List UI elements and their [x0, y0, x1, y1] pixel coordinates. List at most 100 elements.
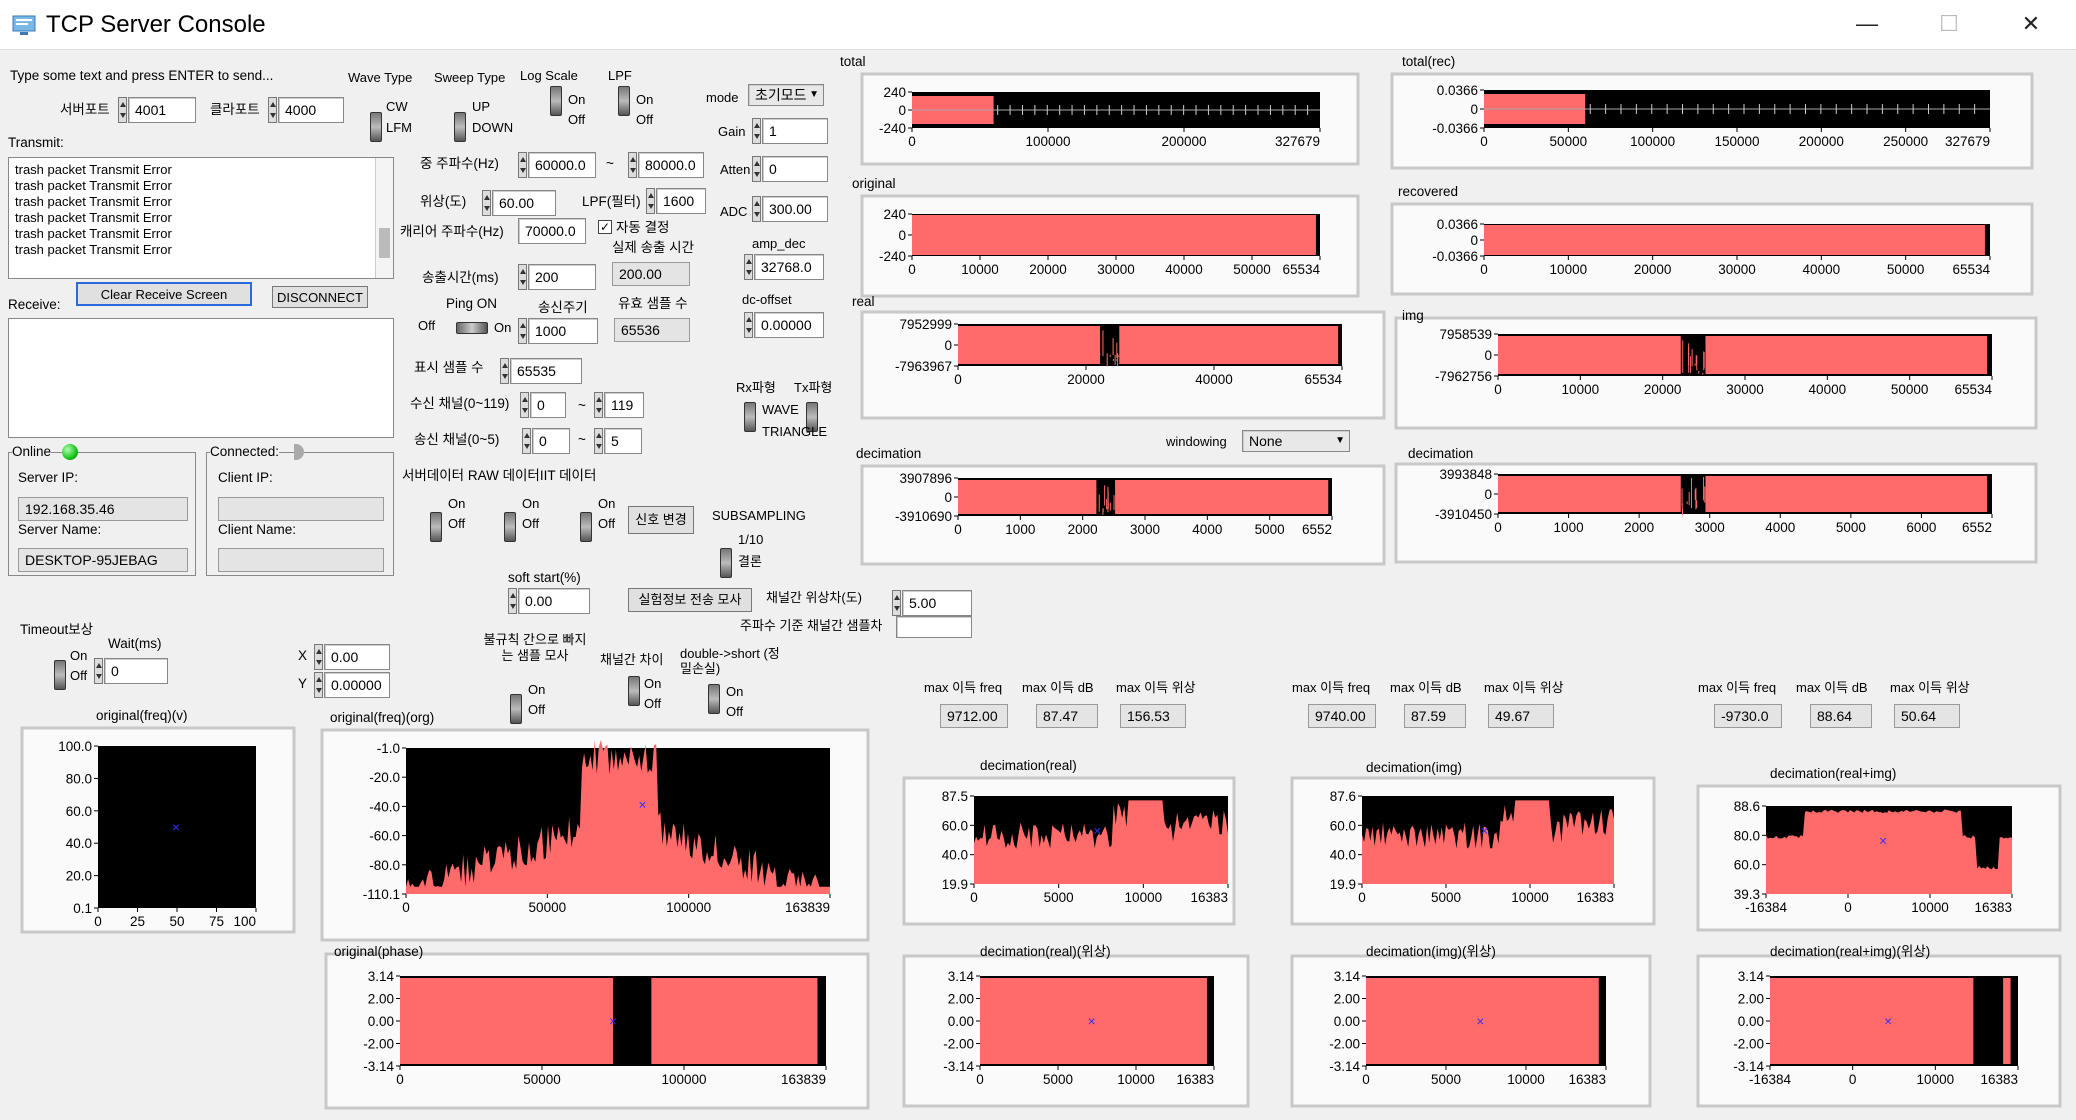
clear-receive-screen-button[interactable]: Clear Receive Screen [76, 282, 252, 306]
adc-spinner[interactable] [752, 196, 761, 222]
soft-start-input[interactable]: 0.00 [518, 588, 590, 614]
chart-title: decimation(img) [1366, 760, 1462, 775]
disconnect-button[interactable]: DISCONNECT [272, 286, 368, 308]
ping-toggle[interactable] [456, 322, 488, 334]
period-input[interactable]: 1000 [528, 318, 598, 344]
y-tick-label: 19.9 [1330, 877, 1356, 892]
amp-dec-spinner[interactable] [744, 254, 753, 280]
tx-ch-a-input[interactable]: 0 [532, 428, 570, 454]
client-name-label: Client Name: [218, 522, 297, 537]
display-samples-input[interactable]: 65535 [510, 358, 582, 384]
wait-spinner[interactable] [94, 658, 103, 684]
trace-fill [1498, 336, 1988, 374]
sweep-up-label: UP [472, 99, 491, 114]
freq-low-input[interactable]: 60000.0 [528, 152, 596, 178]
log-off-label: Off [568, 112, 586, 127]
rx-ch-a-spinner[interactable] [520, 392, 529, 418]
carrier-freq-input[interactable]: 70000.0 [518, 218, 586, 244]
period-spinner[interactable] [518, 318, 527, 344]
y-tick-label: -60.0 [369, 829, 400, 844]
lpf-filter-input[interactable]: 1600 [656, 188, 706, 214]
rx-ch-b-input[interactable]: 119 [604, 392, 644, 418]
server-port-input[interactable]: 4001 [128, 97, 196, 123]
rx-wave-toggle[interactable] [744, 402, 756, 432]
lpf-toggle[interactable] [618, 86, 630, 116]
x-tick-label: 2000 [1624, 520, 1654, 535]
xy-x-input[interactable]: 0.00 [324, 644, 390, 670]
dc-offset-input[interactable]: 0.00000 [754, 312, 824, 338]
phase-spinner[interactable] [482, 190, 491, 216]
emit-time-input[interactable]: 200 [528, 264, 596, 290]
phase-fill [1770, 978, 2011, 1064]
wave-type-toggle[interactable] [370, 112, 382, 142]
auto-checkbox[interactable]: ✓ [598, 220, 612, 234]
rx-ch-a-input[interactable]: 0 [530, 392, 566, 418]
freq-low-spinner[interactable] [518, 152, 527, 178]
double-short-toggle[interactable] [708, 684, 720, 714]
rx-ch-b-spinner[interactable] [594, 392, 603, 418]
xy-x-spinner[interactable] [314, 644, 323, 670]
transmit-textbox[interactable]: trash packet Transmit Error trash packet … [8, 157, 394, 279]
simulate-send-button[interactable]: 실험정보 전송 모사 [628, 588, 752, 612]
transmit-scrollbar[interactable] [375, 158, 393, 278]
emit-time-spinner[interactable] [518, 264, 527, 290]
chdiff-on-label: On [644, 676, 662, 691]
channel-phase-input[interactable]: 5.00 [902, 590, 972, 616]
timeout-toggle[interactable] [54, 660, 66, 690]
signal-change-button[interactable]: 신호 변경 [628, 506, 694, 534]
windowing-dropdown[interactable]: None ▼ [1242, 430, 1350, 452]
client-port-spinner[interactable] [268, 97, 277, 123]
max-gain-freq-value: -9730.0 [1714, 704, 1782, 728]
freq-high-spinner[interactable] [628, 152, 637, 178]
fft-data-toggle[interactable] [580, 512, 592, 542]
server-data-toggle[interactable] [430, 512, 442, 542]
amp-dec-input[interactable]: 32768.0 [754, 254, 824, 280]
tx-ch-b-input[interactable]: 5 [604, 428, 642, 454]
trace-fill [958, 480, 1329, 514]
minimize-button[interactable]: — [1856, 11, 1878, 36]
timeout-on-label: On [70, 648, 88, 663]
mode-dropdown[interactable]: 초기모드 ▼ [748, 84, 824, 106]
xy-y-spinner[interactable] [314, 672, 323, 698]
receive-textbox[interactable] [8, 318, 394, 438]
client-port-input[interactable]: 4000 [278, 97, 344, 123]
freq-channel-input[interactable] [896, 616, 972, 638]
close-button[interactable]: ✕ [2021, 11, 2041, 36]
chart-8: original(freq)(v) × 100.0 80.0 60.0 40.0 20.0 0… [20, 708, 296, 934]
subsampling-toggle[interactable] [720, 548, 732, 578]
atten-spinner[interactable] [752, 156, 761, 182]
channel-diff-toggle[interactable] [628, 676, 640, 706]
x-tick-label: 250000 [1883, 134, 1928, 149]
xy-y-input[interactable]: 0.00000 [324, 672, 390, 698]
x-tick-label: 2000 [1068, 522, 1098, 537]
raw-data-toggle[interactable] [504, 512, 516, 542]
maximize-button[interactable]: ☐ [1939, 11, 1959, 36]
lpf-filter-spinner[interactable] [646, 188, 655, 214]
max-gain-db-label: max 이득 dB [1390, 680, 1462, 695]
freq-tilde: ~ [606, 156, 614, 171]
phase-input[interactable]: 60.00 [492, 190, 556, 216]
display-samples-spinner[interactable] [500, 358, 509, 384]
max-gain-db-value: 88.64 [1810, 704, 1872, 728]
x-tick-label: 0 [1849, 1072, 1857, 1087]
max-gain-freq-label: max 이득 freq [924, 680, 1003, 695]
atten-input[interactable]: 0 [762, 156, 828, 182]
tx-wave-toggle[interactable] [806, 402, 818, 432]
channel-phase-spinner[interactable] [892, 590, 901, 616]
gain-input[interactable]: 1 [762, 118, 828, 144]
tx-ch-b-spinner[interactable] [594, 428, 603, 454]
freq-high-input[interactable]: 80000.0 [638, 152, 704, 178]
gain-spinner[interactable] [752, 118, 761, 144]
decimation-trace [1766, 809, 2012, 894]
sweep-type-toggle[interactable] [454, 112, 466, 142]
chart-13: decimation(real+img) × 88.6 80.0 60.0 39.3-16… [1696, 766, 2062, 932]
log-scale-toggle[interactable] [550, 86, 562, 116]
soft-start-spinner[interactable] [508, 588, 517, 614]
irregular-sample-toggle[interactable] [510, 694, 522, 724]
dc-offset-spinner[interactable] [744, 312, 753, 338]
tx-ch-a-spinner[interactable] [522, 428, 531, 454]
wait-input[interactable]: 0 [104, 658, 168, 684]
adc-input[interactable]: 300.00 [762, 196, 828, 222]
server-port-spinner[interactable] [118, 97, 127, 123]
subsampling-result-label: 결론 [738, 554, 762, 569]
